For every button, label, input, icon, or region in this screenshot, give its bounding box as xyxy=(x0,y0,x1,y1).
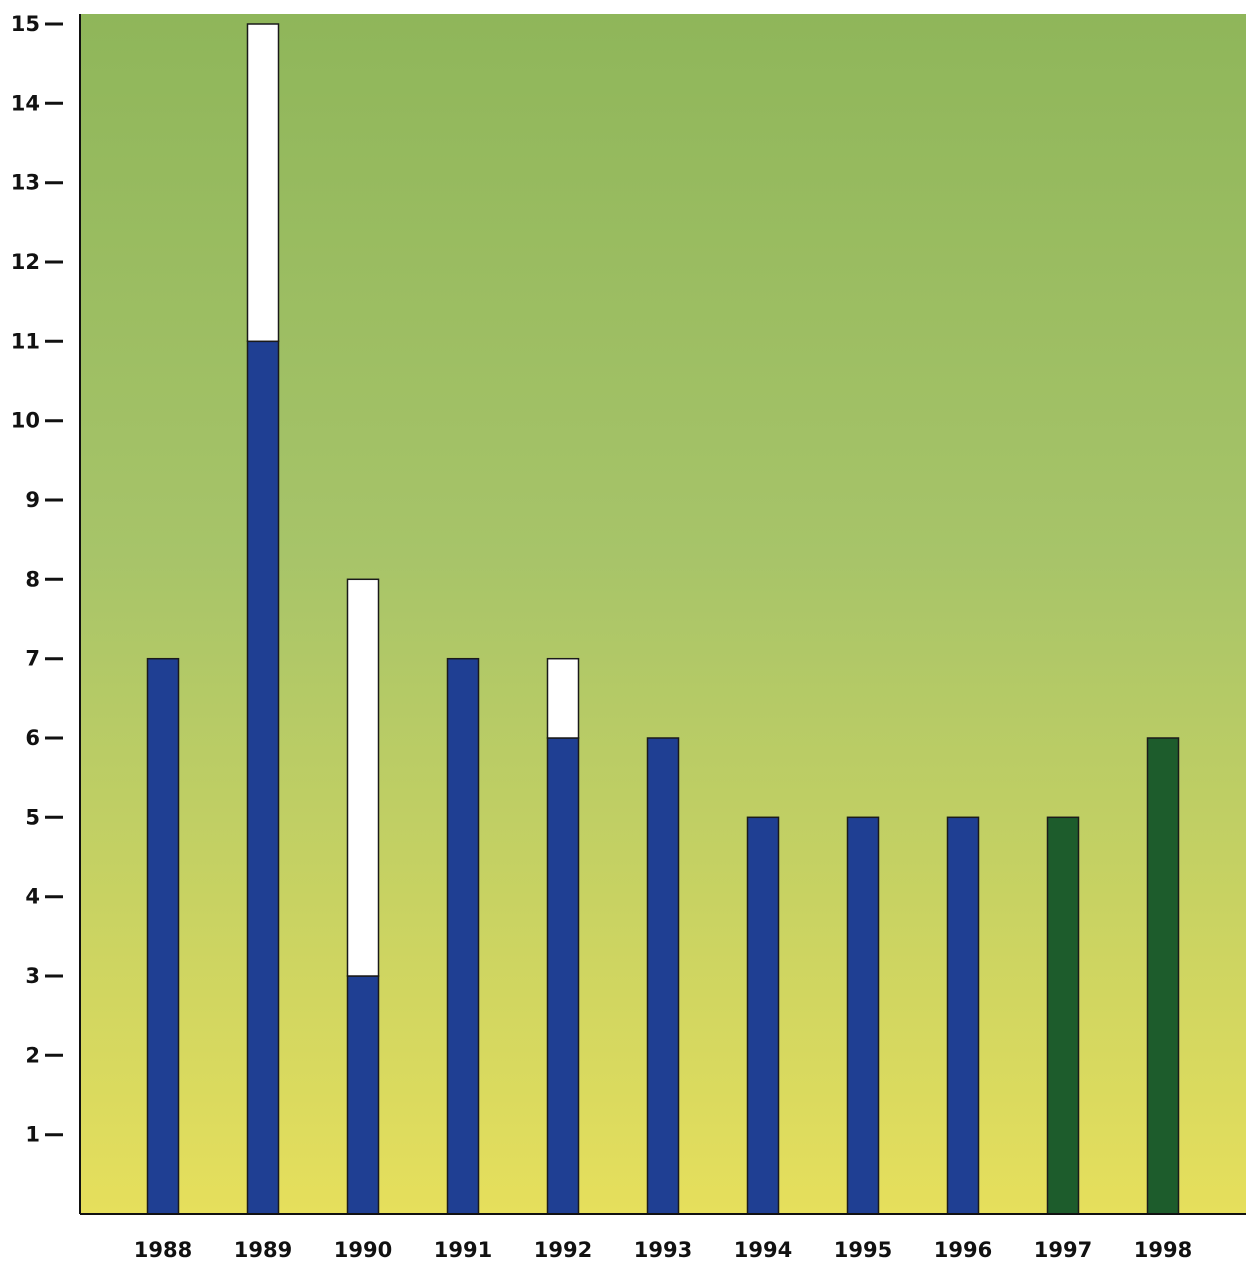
y-tick-label-7: 7 xyxy=(25,647,40,671)
x-tick-label-1990: 1990 xyxy=(334,1238,392,1262)
axes-layer: 1988 1989 1990 1991 1992 1993 1994 1995 1996 1997… xyxy=(11,12,1246,1262)
y-tick-label-2: 2 xyxy=(25,1043,40,1067)
bar-1993-series-0 xyxy=(646,737,680,1215)
bar-1992-series-0 xyxy=(546,737,580,1215)
y-tick-label-6: 6 xyxy=(25,726,40,750)
bar-1989-series-2 xyxy=(246,23,280,343)
y-tick-label-8: 8 xyxy=(25,567,40,591)
bar-1996-series-0 xyxy=(946,816,980,1215)
bar-1990-series-2 xyxy=(346,578,380,977)
bar-1988-series-0 xyxy=(146,657,180,1215)
y-tick-label-14: 14 xyxy=(11,91,40,115)
bar-1998-series-1 xyxy=(1146,737,1180,1215)
bar-1994-series-0 xyxy=(746,816,780,1215)
bar-1995-series-0 xyxy=(846,816,880,1215)
bar-1991-series-0 xyxy=(446,657,480,1215)
y-tick-label-12: 12 xyxy=(11,250,40,274)
x-tick-label-1991: 1991 xyxy=(434,1238,492,1262)
x-tick-label-1995: 1995 xyxy=(834,1238,892,1262)
x-tick-label-1998: 1998 xyxy=(1134,1238,1192,1262)
y-tick-label-5: 5 xyxy=(25,805,40,829)
y-tick-label-4: 4 xyxy=(25,885,40,909)
y-tick-label-10: 10 xyxy=(11,409,40,433)
bar-1989-series-0 xyxy=(246,340,280,1215)
bar-1992-series-2 xyxy=(546,657,580,739)
x-tick-label-1996: 1996 xyxy=(934,1238,992,1262)
bars-layer xyxy=(146,23,1180,1215)
bar-1990-series-0 xyxy=(346,975,380,1215)
bar-1997-series-1 xyxy=(1046,816,1080,1215)
y-tick-label-13: 13 xyxy=(11,171,40,195)
x-tick-label-1992: 1992 xyxy=(534,1238,592,1262)
x-tick-label-1988: 1988 xyxy=(134,1238,192,1262)
y-tick-label-15: 15 xyxy=(11,12,40,36)
x-tick-label-1993: 1993 xyxy=(634,1238,692,1262)
y-tick-label-11: 11 xyxy=(11,329,40,353)
y-tick-label-3: 3 xyxy=(25,964,40,988)
y-tick-label-1: 1 xyxy=(25,1123,40,1147)
x-tick-label-1989: 1989 xyxy=(234,1238,292,1262)
x-tick-label-1997: 1997 xyxy=(1034,1238,1092,1262)
x-tick-label-1994: 1994 xyxy=(734,1238,792,1262)
y-tick-label-9: 9 xyxy=(25,488,40,512)
